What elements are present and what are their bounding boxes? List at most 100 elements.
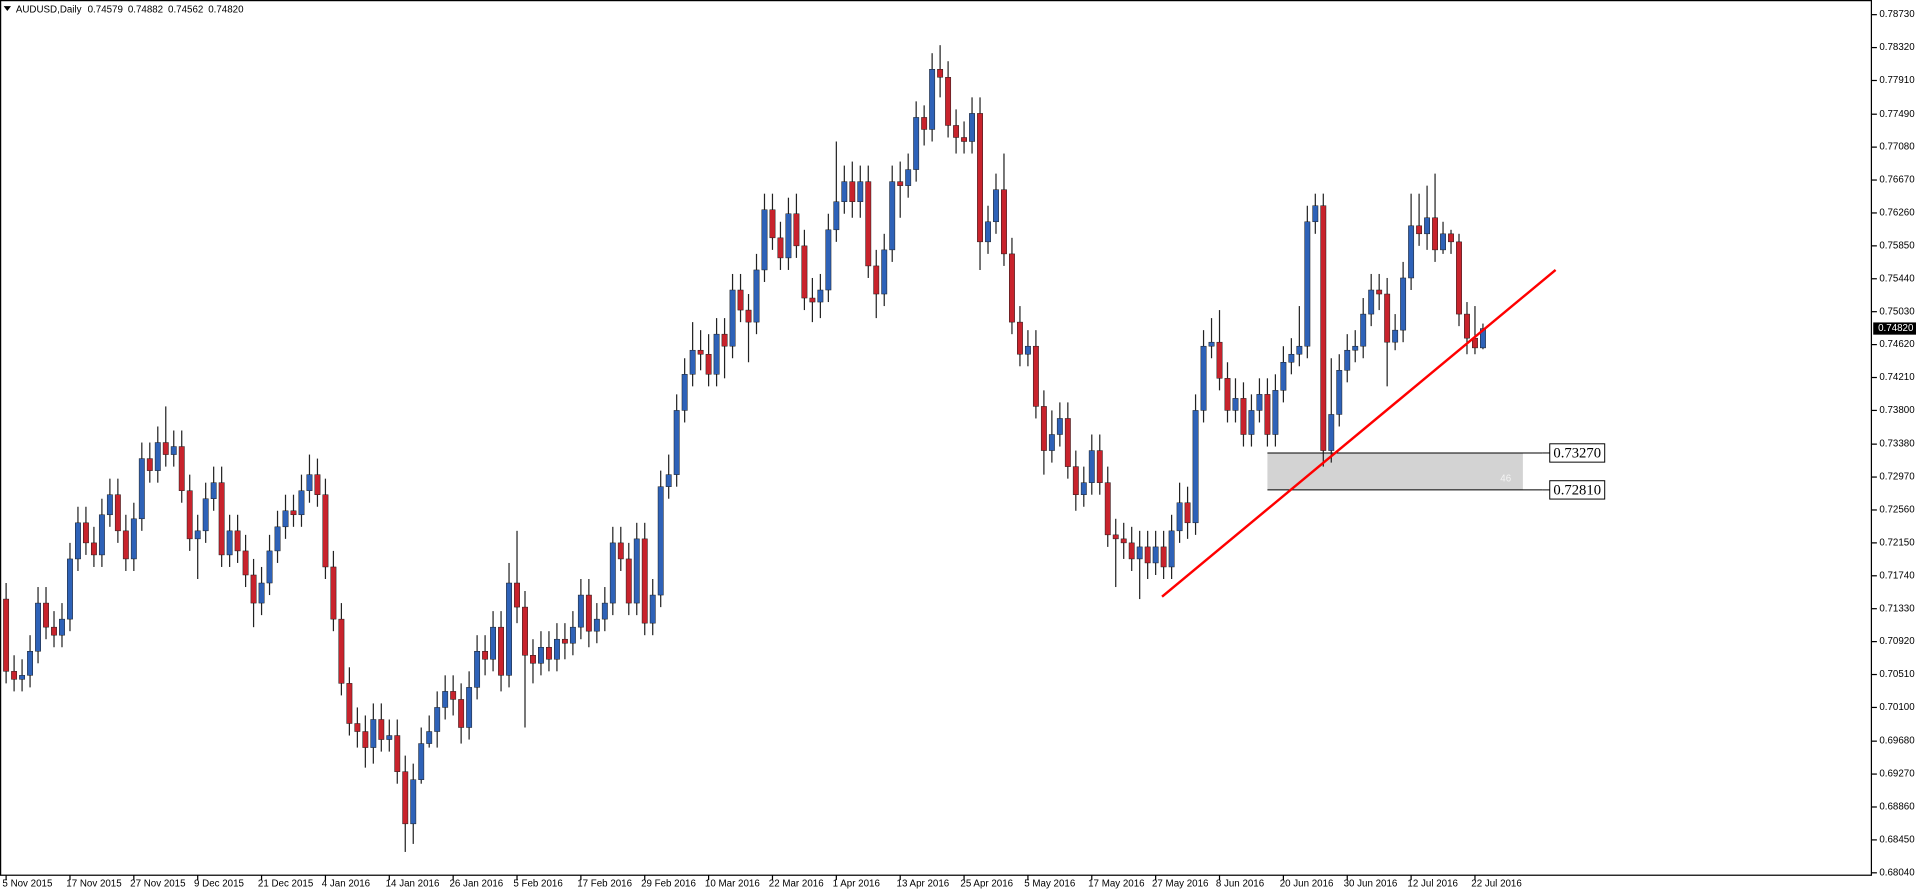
candle-body — [665, 474, 672, 487]
y-tick-label: 0.68860 — [1879, 802, 1915, 813]
candle-body — [1320, 205, 1327, 451]
candle-body — [98, 514, 105, 556]
candle-body — [761, 209, 768, 271]
candle-body — [649, 594, 656, 624]
x-tick-label: 22 Jul 2016 — [1471, 878, 1521, 889]
candle-body — [258, 582, 265, 604]
candle-body — [1080, 482, 1087, 495]
candle-body — [1248, 410, 1255, 435]
candle-body — [35, 602, 41, 652]
candle-body — [1256, 394, 1263, 411]
candle-body — [122, 530, 129, 560]
candle-body — [114, 494, 121, 532]
candle-body — [865, 181, 872, 267]
candle-body — [849, 181, 856, 202]
price-marker — [1873, 322, 1916, 335]
candle-body — [1224, 378, 1231, 411]
x-tick-label: 20 Jun 2016 — [1280, 878, 1334, 889]
candle-body — [985, 221, 991, 243]
candle-body — [1328, 414, 1335, 451]
candle-body — [561, 638, 568, 644]
candle-body — [1400, 277, 1407, 331]
candle-body — [1024, 345, 1031, 355]
candle-body — [553, 638, 560, 660]
candle-body — [386, 735, 393, 740]
candle-body — [889, 181, 896, 251]
y-tick-label: 0.75030 — [1879, 306, 1915, 317]
candle-body — [234, 530, 241, 552]
candle-body — [809, 297, 816, 303]
x-tick-label: 21 Dec 2015 — [258, 878, 314, 889]
candle-body — [1424, 217, 1431, 235]
candle-body — [873, 265, 880, 295]
candle-body — [1432, 217, 1438, 251]
candle-body — [506, 582, 512, 676]
candle-body — [59, 618, 65, 636]
candle-body — [1288, 353, 1295, 363]
candle-body — [745, 309, 752, 323]
candle-body — [897, 181, 904, 186]
candle-body — [1001, 189, 1007, 255]
candle-body — [27, 651, 33, 676]
candle-body — [130, 518, 137, 560]
candle-body — [633, 538, 640, 604]
candle-body — [322, 494, 329, 568]
candle-body — [953, 125, 960, 138]
candle-body — [969, 113, 975, 142]
candle-body — [170, 446, 177, 455]
level-label: 0.73270 — [1553, 446, 1601, 462]
candle-body — [402, 771, 409, 825]
level-tag: 0.72810 — [1549, 480, 1606, 500]
candle-body — [1160, 546, 1167, 568]
candle-body — [1408, 225, 1415, 279]
candle-body — [1017, 321, 1023, 355]
candle-body — [426, 731, 433, 744]
candle-body — [1040, 406, 1047, 451]
y-tick-label: 0.73800 — [1879, 405, 1915, 416]
x-tick-label: 25 Apr 2016 — [960, 878, 1013, 889]
candle-body — [905, 169, 912, 186]
candle-body — [617, 542, 624, 560]
trendline — [1161, 269, 1557, 598]
candle-body — [138, 458, 145, 520]
candle-body — [1440, 233, 1446, 251]
candle-body — [1136, 546, 1143, 560]
candle-body — [641, 538, 648, 624]
y-tick-label: 0.69680 — [1879, 736, 1915, 747]
candle-body — [1200, 345, 1207, 411]
candle-body — [1368, 289, 1375, 315]
candle-body — [314, 474, 321, 495]
candle-body — [522, 606, 528, 656]
candle-body — [354, 723, 361, 732]
candle-body — [210, 482, 217, 499]
candle-body — [250, 574, 257, 604]
candle-body — [482, 651, 489, 660]
candle-body — [1240, 398, 1247, 435]
x-tick-label: 30 Jun 2016 — [1344, 878, 1398, 889]
candle-body — [162, 442, 169, 455]
candle-body — [378, 719, 385, 740]
candle-body — [466, 687, 473, 728]
x-tick-label: 13 Apr 2016 — [897, 878, 950, 889]
candle-body — [514, 582, 520, 608]
candle-body — [1152, 546, 1159, 564]
candle-body — [833, 201, 840, 231]
x-tick-label: 27 May 2016 — [1152, 878, 1208, 889]
level-box — [1549, 443, 1606, 463]
x-tick-label: 1 Apr 2016 — [833, 878, 880, 889]
candle-body — [1360, 313, 1367, 347]
candle-body — [1176, 502, 1183, 532]
candle-body — [1216, 341, 1223, 379]
candle-body — [83, 522, 89, 544]
candle-body — [154, 442, 161, 471]
candle-body — [673, 410, 680, 475]
candle-body — [577, 594, 584, 628]
candle-body — [1009, 253, 1015, 323]
candle-body — [913, 117, 920, 170]
candle-body — [929, 69, 936, 130]
candle-body — [657, 486, 664, 596]
y-tick-label: 0.77490 — [1879, 109, 1915, 120]
x-tick-label: 29 Feb 2016 — [641, 878, 696, 889]
candle-body — [370, 719, 377, 748]
